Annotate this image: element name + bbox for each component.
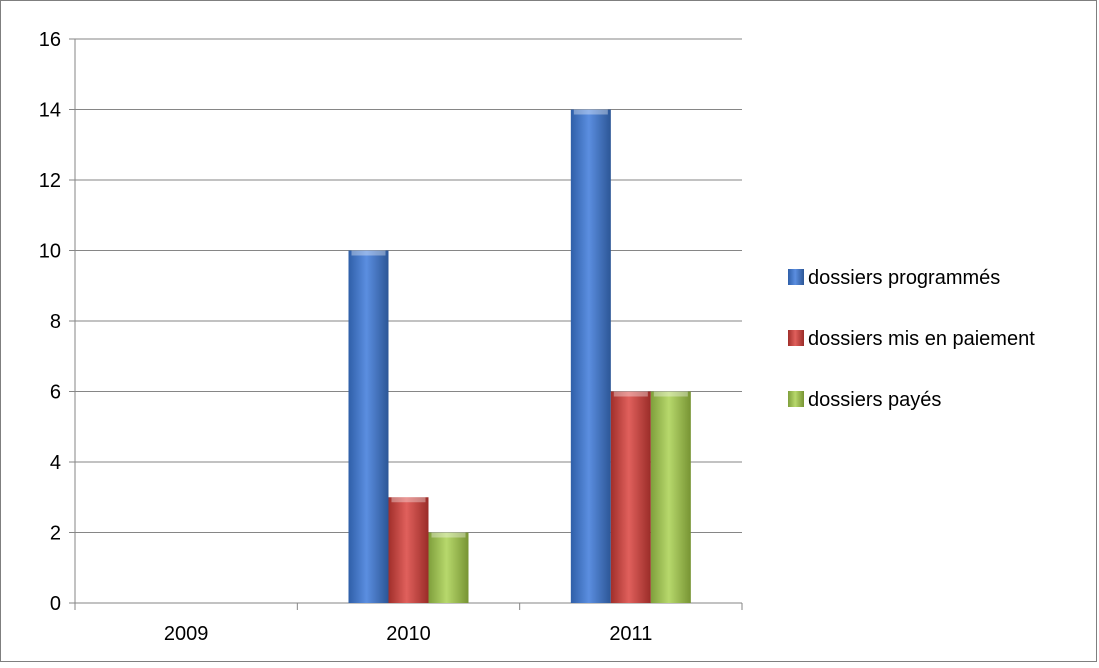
legend: dossiers programmés dossiers mis en paiem… xyxy=(788,267,1035,411)
axis-labels: 0 2 4 6 8 10 12 14 16 2009 2010 2011 xyxy=(39,29,653,645)
bar-highlight xyxy=(613,391,648,397)
bar xyxy=(610,391,651,603)
x-category-label: 2009 xyxy=(164,623,209,645)
y-tick-label: 16 xyxy=(39,29,61,51)
y-tick-label: 6 xyxy=(50,382,61,404)
bar xyxy=(650,391,691,603)
bar-highlight xyxy=(653,391,688,397)
bar-highlight xyxy=(391,497,426,503)
y-tick-label: 12 xyxy=(39,170,61,192)
y-tick-label: 2 xyxy=(50,523,61,545)
x-category-label: 2011 xyxy=(609,623,652,645)
legend-label: dossiers payés xyxy=(808,389,941,411)
y-tick-label: 14 xyxy=(39,100,61,122)
bar xyxy=(570,109,611,603)
bar xyxy=(348,250,389,603)
y-tick-label: 4 xyxy=(50,452,61,474)
y-tick-label: 0 xyxy=(50,593,61,615)
bar-highlight xyxy=(573,109,608,115)
legend-swatch xyxy=(788,269,804,285)
bar xyxy=(388,497,429,603)
legend-swatch xyxy=(788,391,804,407)
legend-label: dossiers mis en paiement xyxy=(808,328,1035,350)
legend-label: dossiers programmés xyxy=(808,267,1000,289)
bar xyxy=(428,532,469,603)
gridlines xyxy=(69,38,742,604)
bar-highlight xyxy=(431,532,466,538)
legend-swatch xyxy=(788,330,804,346)
x-category-label: 2010 xyxy=(386,623,431,645)
y-tick-label: 10 xyxy=(39,241,61,263)
bar-highlight xyxy=(351,250,386,256)
bars xyxy=(348,109,691,603)
y-tick-label: 8 xyxy=(50,311,61,333)
